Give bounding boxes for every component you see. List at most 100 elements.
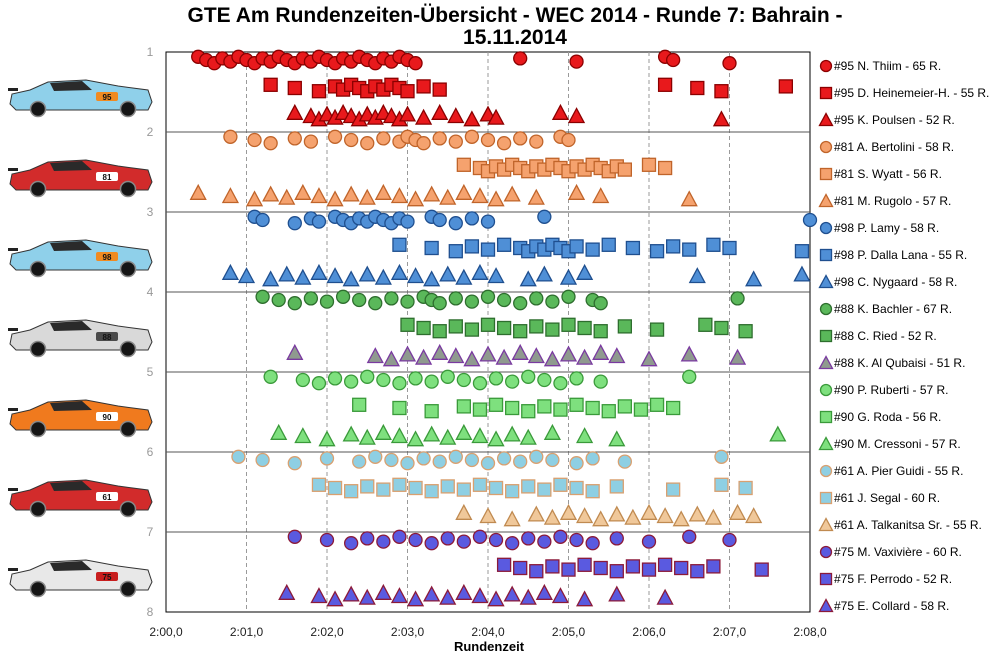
data-point: [608, 505, 626, 522]
data-point: [455, 583, 473, 600]
data-point: [576, 590, 594, 607]
data-point: [432, 296, 447, 311]
data-point: [303, 134, 319, 149]
car-window: [50, 481, 92, 491]
data-point: [448, 319, 463, 334]
x-tick-label: 2:04,0: [471, 625, 505, 639]
car-wheel-front: [119, 420, 137, 438]
data-point: [384, 452, 399, 468]
data-point: [295, 372, 311, 388]
data-point: [374, 268, 392, 285]
data-point: [576, 427, 594, 444]
data-point: [471, 187, 489, 204]
data-point: [504, 484, 520, 499]
data-point: [294, 183, 312, 200]
legend-marker: [818, 274, 834, 289]
grid-lines: [166, 52, 810, 612]
y-tick-label: 4: [147, 285, 154, 299]
data-point: [392, 400, 407, 416]
data-point: [513, 324, 528, 339]
data-point: [263, 136, 278, 151]
car-stripe: [96, 572, 118, 581]
data-point: [319, 451, 335, 466]
data-point: [714, 84, 729, 99]
data-point: [559, 345, 578, 362]
data-point: [366, 347, 384, 364]
car-wheel-rear: [29, 420, 47, 438]
car-stripe: [96, 492, 118, 501]
data-point: [682, 242, 697, 257]
data-point: [682, 529, 697, 544]
data-point: [245, 190, 264, 207]
data-point: [400, 294, 415, 309]
data-point: [374, 183, 392, 200]
data-point: [390, 263, 409, 280]
y-tick-labels: 1 2 3 4 5 6 7 8: [147, 45, 154, 619]
data-point: [529, 291, 544, 306]
chart-title-line-2: 15.11.2014: [463, 26, 567, 49]
car-wheel-front: [119, 500, 137, 518]
data-point: [624, 508, 642, 525]
data-point: [593, 560, 608, 576]
data-point: [537, 209, 552, 224]
data-point: [519, 588, 537, 605]
data-point: [406, 267, 425, 284]
data-point: [666, 482, 681, 497]
data-point: [472, 376, 488, 391]
car-wheel-front: [119, 260, 137, 278]
data-point: [464, 294, 480, 309]
y-tick-label: 6: [147, 445, 154, 459]
car-wheel-front: [119, 340, 137, 358]
car-window: [50, 321, 92, 331]
car-wing: [8, 88, 18, 91]
data-point: [496, 451, 512, 466]
x-axis-label: Rundenzeit: [454, 639, 525, 652]
data-point: [472, 402, 488, 417]
data-point: [769, 425, 787, 442]
car-wheel-rear: [29, 500, 47, 518]
data-point: [745, 507, 763, 524]
car-stripe: [96, 252, 118, 261]
data-point: [263, 77, 278, 92]
data-point: [423, 585, 441, 602]
car-image-75: 75: [8, 559, 153, 598]
legend-marker: [819, 140, 833, 154]
data-point: [503, 585, 521, 602]
car-body: [9, 79, 153, 111]
data-point: [688, 505, 706, 522]
data-point: [287, 216, 302, 231]
legend-marker: [819, 383, 833, 397]
data-point: [440, 531, 455, 546]
data-point: [640, 350, 658, 367]
data-point: [343, 536, 359, 551]
chart-title-line-1: GTE Am Rundenzeiten-Übersicht - WEC 2014…: [188, 4, 843, 27]
data-point: [270, 423, 288, 440]
car-body: [9, 319, 153, 351]
data-point: [569, 54, 584, 69]
data-point: [376, 534, 391, 549]
y-tick-label: 2: [147, 125, 154, 139]
car-wing: [8, 568, 18, 571]
data-point: [569, 456, 584, 471]
legend-marker: [818, 112, 834, 127]
data-point: [406, 590, 425, 607]
data-point: [439, 588, 457, 605]
data-point: [561, 562, 576, 577]
data-point: [496, 136, 512, 151]
data-point: [464, 129, 480, 144]
data-point: [519, 428, 537, 445]
data-point: [537, 399, 552, 414]
data-point: [666, 52, 681, 68]
data-point: [754, 562, 769, 577]
data-point: [287, 529, 302, 544]
data-point: [559, 503, 578, 520]
car-image-90: 90: [8, 399, 153, 438]
data-point: [496, 557, 512, 572]
data-point: [625, 240, 641, 256]
data-point: [738, 480, 753, 496]
data-point: [471, 427, 489, 444]
x-tick-label: 2:05,0: [552, 625, 586, 639]
car-image-61: 61: [8, 479, 153, 518]
car-body: [9, 479, 153, 511]
data-point: [657, 557, 673, 572]
